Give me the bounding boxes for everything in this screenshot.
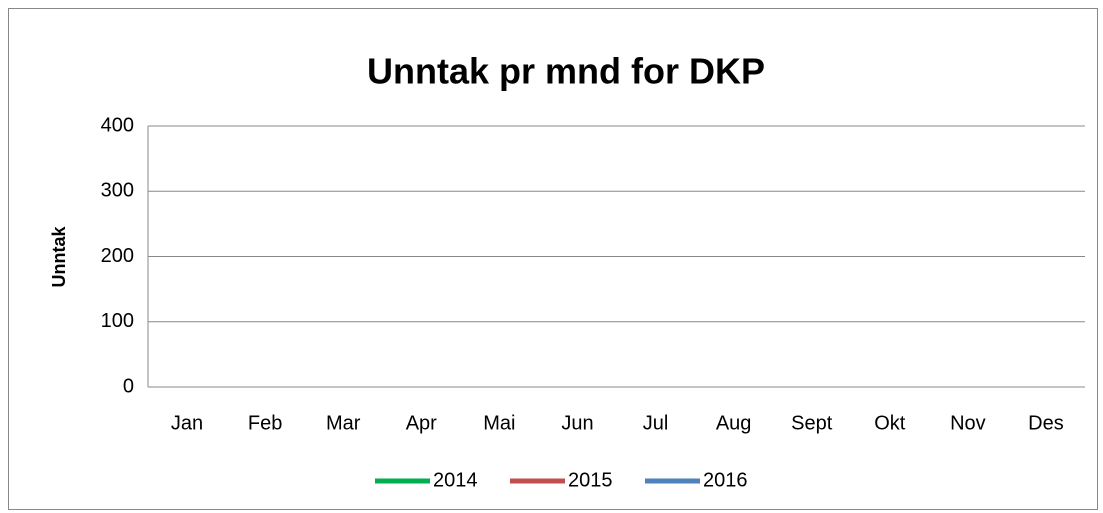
x-tick-label: Apr	[406, 412, 437, 434]
x-tick-label: Jun	[561, 412, 593, 434]
chart-border	[8, 8, 1098, 510]
chart-title: Unntak pr mnd for DKP	[367, 51, 765, 92]
x-tick-label: Okt	[874, 412, 906, 434]
x-tick-label: Des	[1028, 412, 1064, 434]
x-tick-label: Jan	[171, 412, 203, 434]
x-tick-label: Mar	[326, 412, 361, 434]
y-axis-label: Unntak	[49, 226, 69, 288]
y-tick-label: 100	[101, 310, 134, 332]
legend-label: 2016	[703, 469, 748, 491]
x-tick-label: Nov	[950, 412, 986, 434]
y-tick-label: 300	[101, 180, 134, 202]
y-tick-label: 200	[101, 245, 134, 267]
x-tick-label: Jul	[643, 412, 669, 434]
x-tick-label: Feb	[248, 412, 282, 434]
y-tick-label: 0	[123, 375, 134, 397]
x-tick-label: Aug	[716, 412, 752, 434]
legend-label: 2015	[568, 469, 613, 491]
legend-label: 2014	[433, 469, 478, 491]
y-tick-label: 400	[101, 114, 134, 136]
x-tick-label: Mai	[483, 412, 515, 434]
x-tick-label: Sept	[791, 412, 833, 434]
